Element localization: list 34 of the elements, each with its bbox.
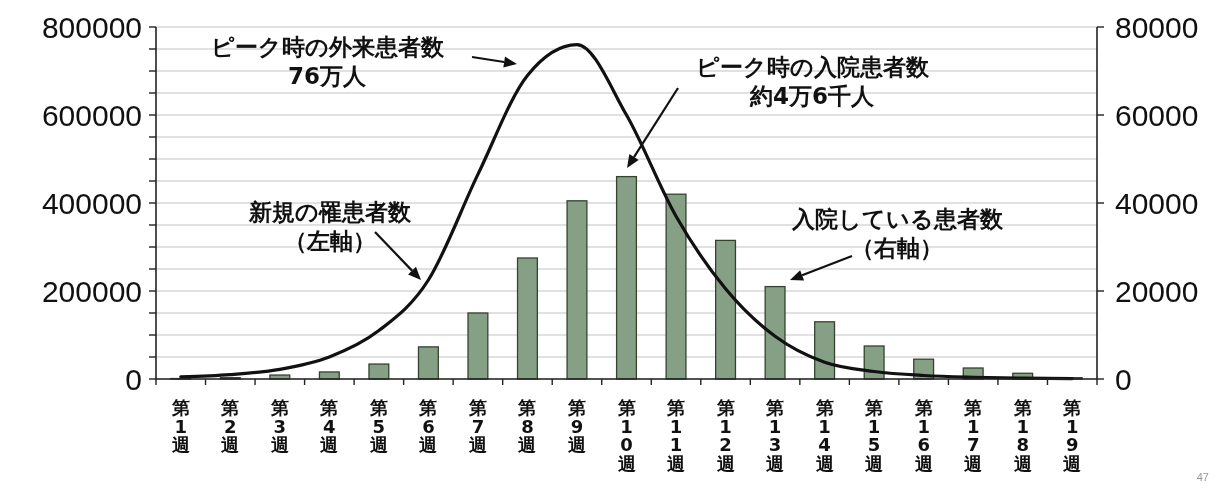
x-tick-label: 第1週 — [171, 397, 190, 455]
x-tick-label: 第8週 — [518, 397, 537, 455]
y-tick-label: 800000 — [41, 10, 142, 44]
x-tick-label: 第16週 — [914, 397, 933, 474]
x-tick-label: 第18週 — [1013, 397, 1032, 474]
x-tick-label: 第7週 — [468, 397, 487, 455]
y-tick-label: 400000 — [41, 186, 142, 220]
x-tick-label: 第14週 — [815, 397, 834, 474]
x-tick-label: 第12週 — [716, 397, 735, 474]
y2-tick-label: 40000 — [1115, 186, 1199, 220]
x-tick-label: 第4週 — [320, 397, 339, 455]
y2-tick-label: 60000 — [1115, 98, 1199, 132]
y2-tick-label: 0 — [1115, 362, 1132, 396]
x-tick-label: 第19週 — [1063, 397, 1082, 474]
annotation: 入院している患者数（右軸） — [791, 206, 1003, 261]
x-tick-label: 第3週 — [270, 397, 289, 455]
x-tick-label: 第10週 — [617, 397, 636, 474]
annotation: 47 — [1196, 471, 1209, 483]
x-tick-label: 第13週 — [766, 397, 785, 474]
annotation: ピーク時の入院患者数約4万6千人 — [695, 54, 929, 109]
annotation: 新規の罹患者数（左軸） — [249, 199, 411, 254]
y-tick-label: 200000 — [41, 274, 142, 308]
x-tick-label: 第5週 — [369, 397, 388, 455]
y-tick-label: 600000 — [41, 98, 142, 132]
y2-tick-label: 20000 — [1115, 274, 1199, 308]
x-tick-label: 第17週 — [964, 397, 983, 474]
y2-tick-label: 80000 — [1115, 10, 1199, 44]
x-tick-label: 第9週 — [567, 397, 586, 455]
x-tick-label: 第6週 — [419, 397, 438, 455]
y-tick-label: 0 — [125, 362, 142, 396]
x-tick-label: 第2週 — [221, 397, 240, 455]
x-tick-label: 第11週 — [667, 397, 686, 474]
x-tick-label: 第15週 — [865, 397, 884, 474]
annotation: ピーク時の外来患者数76万人 — [210, 34, 444, 89]
